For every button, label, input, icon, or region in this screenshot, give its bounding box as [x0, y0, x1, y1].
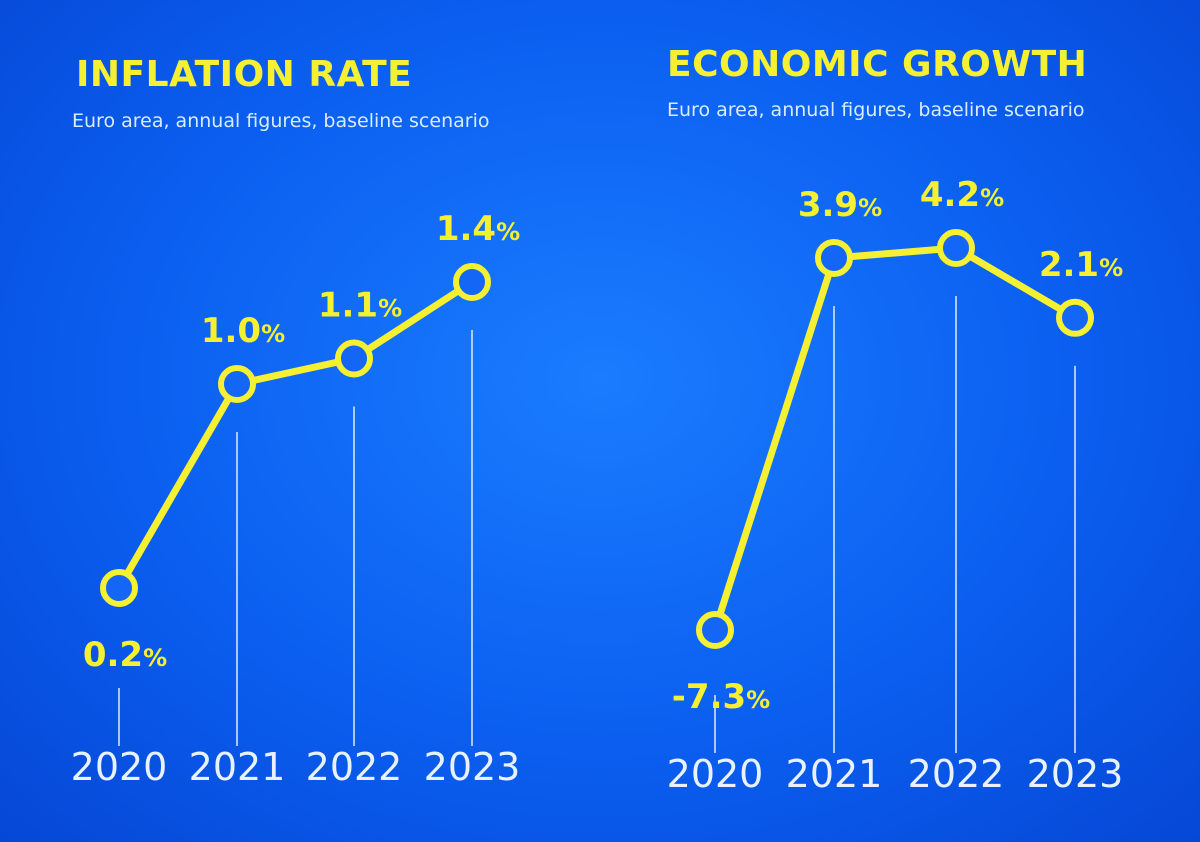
x-tick-label: 2022 [908, 752, 1005, 796]
x-tick-label: 2020 [71, 745, 168, 789]
chart-title: INFLATION RATE [76, 54, 413, 95]
x-tick-label: 2022 [306, 745, 403, 789]
data-label: 0.2% [83, 635, 167, 675]
data-label: 1.1% [318, 286, 402, 326]
data-label: -7.3% [672, 677, 770, 717]
data-point-marker [218, 365, 256, 403]
data-label: 2.1% [1039, 245, 1123, 285]
chart-subtitle: Euro area, annual figures, baseline scen… [667, 99, 1085, 121]
economic-growth-panel: ECONOMIC GROWTH Euro area, annual figure… [600, 0, 1200, 842]
data-label: 1.4% [436, 209, 520, 249]
data-point-marker [815, 238, 853, 277]
data-point-marker [453, 263, 491, 301]
economic-growth-chart: -7.3% 3.9% 4.2% 2.1% 2020 2021 2022 2023 [667, 175, 1124, 796]
x-tick-label: 2021 [786, 752, 883, 796]
x-tick-label: 2023 [424, 745, 521, 789]
x-tick-label: 2023 [1027, 752, 1124, 796]
data-label: 1.0% [201, 311, 285, 351]
x-tick-label: 2020 [667, 752, 764, 796]
data-point-marker [937, 229, 975, 267]
series-line [711, 244, 1079, 634]
data-point-marker [1056, 298, 1094, 337]
inflation-rate-panel: INFLATION RATE Euro area, annual figures… [71, 54, 521, 789]
inflation-rate-chart: 0.2% 1.0% 1.1% 1.4% 2020 2021 2022 2023 [71, 209, 521, 789]
data-label: 3.9% [798, 185, 882, 225]
chart-subtitle: Euro area, annual figures, baseline scen… [72, 110, 490, 132]
data-point-marker [100, 569, 138, 607]
x-tick-label: 2021 [189, 745, 286, 789]
data-label: 4.2% [920, 175, 1004, 215]
data-point-marker [335, 339, 373, 378]
chart-title: ECONOMIC GROWTH [667, 44, 1088, 85]
series-line [115, 278, 476, 592]
data-point-marker [696, 611, 734, 649]
